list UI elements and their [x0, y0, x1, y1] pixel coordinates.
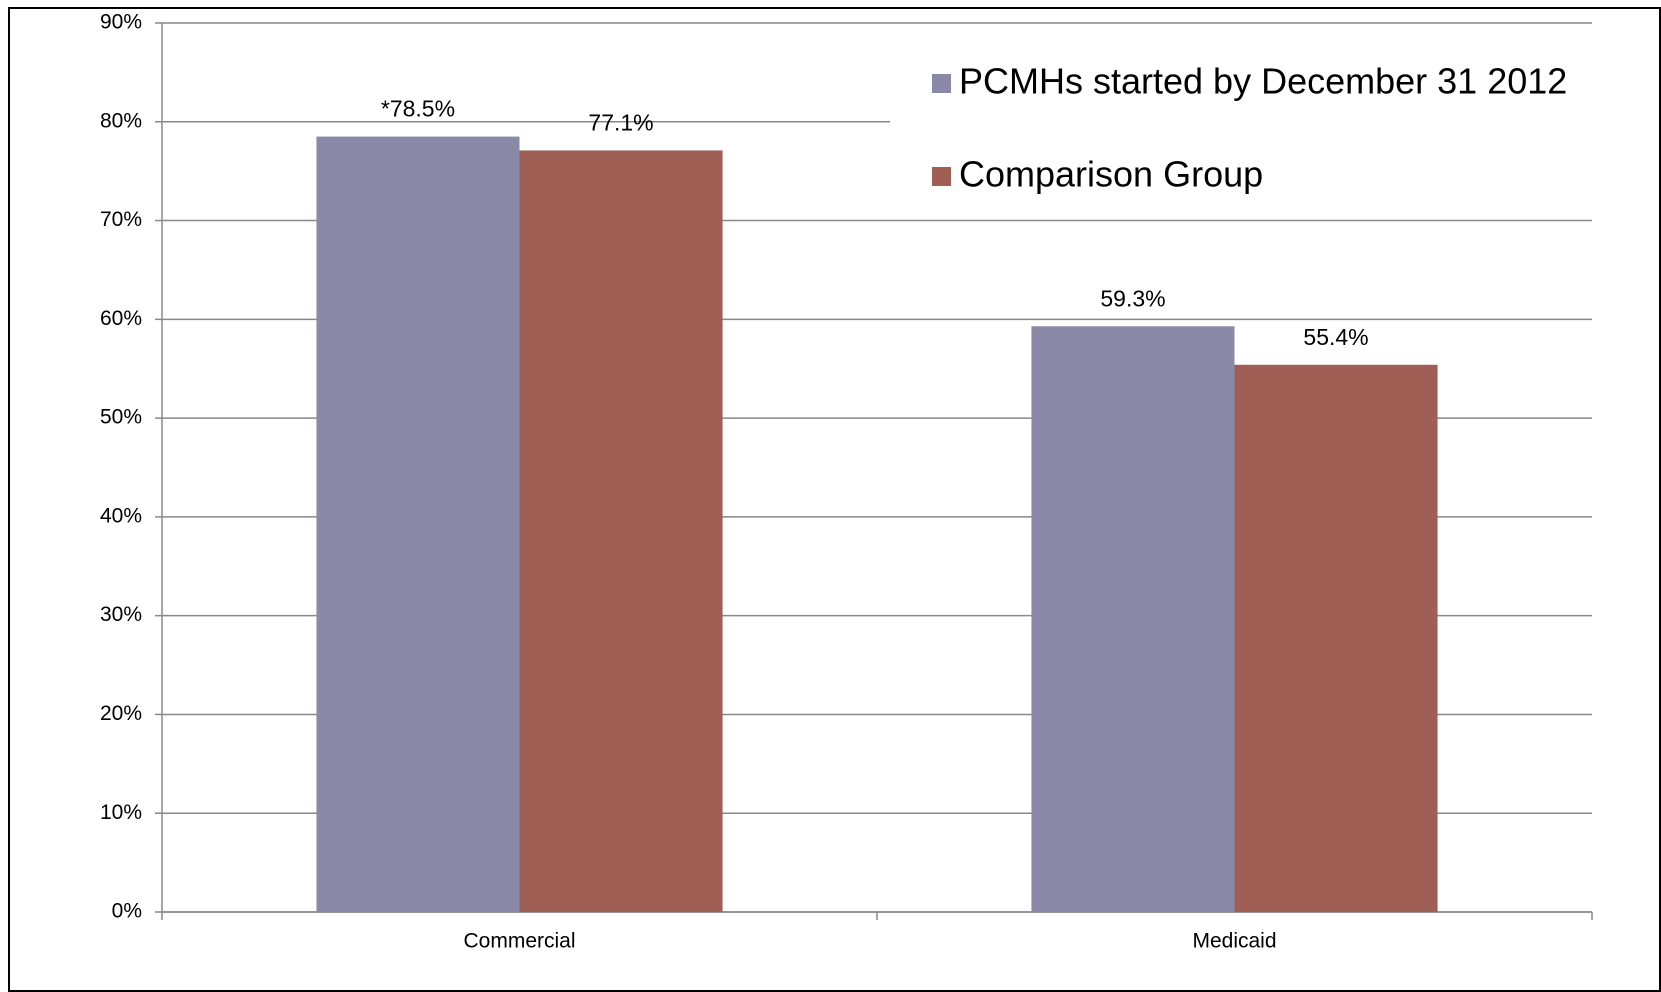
y-tick-label: 90%: [100, 11, 142, 34]
bar: [316, 136, 520, 912]
y-tick-label: 30%: [100, 603, 142, 626]
bar: [1031, 326, 1235, 912]
data-label: 77.1%: [588, 110, 653, 136]
legend-background: [890, 52, 1592, 212]
data-label: *78.5%: [381, 96, 455, 122]
y-tick-label: 60%: [100, 307, 142, 330]
x-tick-label: Medicaid: [1192, 930, 1276, 953]
x-tick-label: Commercial: [463, 930, 575, 953]
data-label: 59.3%: [1100, 285, 1165, 311]
y-tick-label: 0%: [112, 900, 142, 923]
legend-swatch: [932, 167, 951, 186]
legend-label: Comparison Group: [959, 154, 1263, 195]
y-tick-label: 10%: [100, 801, 142, 824]
y-tick-label: 50%: [100, 406, 142, 429]
y-tick-label: 80%: [100, 109, 142, 132]
data-label: 55.4%: [1303, 324, 1368, 350]
y-tick-label: 20%: [100, 702, 142, 725]
bar: [519, 150, 723, 912]
legend-swatch: [932, 74, 951, 93]
legend-label: PCMHs started by December 31 2012: [959, 61, 1567, 102]
y-tick-label: 40%: [100, 504, 142, 527]
bar: [1234, 364, 1438, 912]
y-tick-label: 70%: [100, 208, 142, 231]
